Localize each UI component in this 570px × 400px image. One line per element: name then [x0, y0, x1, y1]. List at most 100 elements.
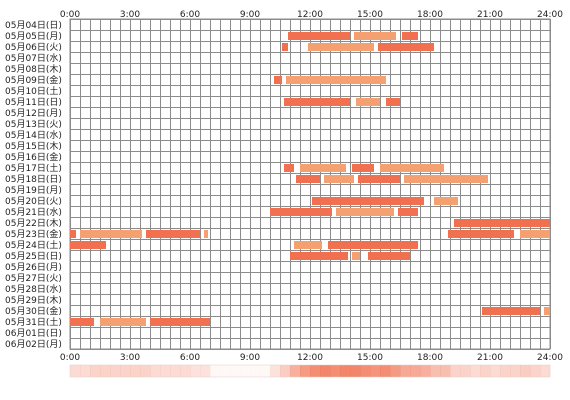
row-label: 05月09日(金)	[5, 74, 62, 86]
summary-cell	[430, 365, 441, 377]
row-label: 05月22日(木)	[5, 217, 62, 229]
summary-strip-border	[69, 364, 551, 378]
row-label: 05月24日(土)	[5, 239, 62, 251]
summary-cell	[530, 365, 541, 377]
row-label: 05月21日(水)	[5, 206, 62, 218]
summary-cell	[70, 365, 81, 377]
summary-cell	[280, 365, 291, 377]
row-label: 05月19日(月)	[5, 185, 62, 196]
row-label: 05月27日(火)	[5, 273, 62, 284]
summary-cell	[500, 365, 511, 377]
activity-segment	[520, 230, 550, 238]
row-label: 05月25日(日)	[5, 251, 62, 262]
activity-segment	[282, 43, 288, 51]
x-tick-label-bottom: 9:00	[240, 353, 260, 363]
activity-segment	[100, 318, 146, 326]
x-tick-label-top: 18:00	[417, 10, 443, 20]
activity-segment	[284, 164, 294, 172]
activity-segment	[70, 241, 106, 249]
summary-cell	[200, 365, 211, 377]
summary-cell	[460, 365, 471, 377]
activity-segment	[380, 164, 444, 172]
activity-segment	[358, 175, 400, 183]
summary-cell	[220, 365, 231, 377]
row-label: 05月15日(木)	[5, 140, 62, 152]
summary-cell	[160, 365, 171, 377]
row-label: 05月23日(金)	[5, 228, 62, 240]
row-label: 05月28日(水)	[5, 283, 62, 295]
activity-segment	[146, 230, 200, 238]
row-label: 05月30日(金)	[5, 305, 62, 317]
x-tick-label-bottom: 18:00	[417, 353, 443, 363]
x-tick-label-top: 9:00	[240, 10, 260, 20]
summary-cell	[80, 365, 91, 377]
summary-cell	[540, 365, 551, 377]
summary-cell	[360, 365, 371, 377]
row-label: 05月18日(日)	[5, 174, 62, 185]
x-tick-label-top: 6:00	[180, 10, 200, 20]
x-tick-label-bottom: 21:00	[477, 353, 503, 363]
x-tick-label-top: 15:00	[357, 10, 383, 20]
activity-segment	[336, 208, 394, 216]
activity-segments	[70, 32, 550, 326]
row-label: 05月11日(日)	[5, 97, 62, 108]
activity-segment	[70, 230, 76, 238]
activity-segment	[434, 197, 458, 205]
summary-cell	[320, 365, 331, 377]
summary-cell	[100, 365, 111, 377]
activity-segment	[352, 252, 360, 260]
activity-segment	[402, 32, 418, 40]
summary-cell	[190, 365, 201, 377]
summary-cell	[520, 365, 531, 377]
activity-segment	[290, 252, 348, 260]
row-label: 05月31日(土)	[5, 316, 62, 328]
summary-cell	[470, 365, 481, 377]
x-tick-label-bottom: 12:00	[297, 353, 323, 363]
grid	[69, 18, 551, 350]
summary-strip	[69, 364, 551, 378]
summary-cell	[350, 365, 361, 377]
activity-segment	[284, 98, 350, 106]
summary-cell	[230, 365, 241, 377]
activity-segment	[288, 32, 350, 40]
summary-cell	[290, 365, 301, 377]
row-label: 06月02日(月)	[5, 339, 62, 350]
activity-segment	[150, 318, 210, 326]
summary-cell	[480, 365, 491, 377]
summary-cell	[250, 365, 261, 377]
activity-segment	[286, 76, 386, 84]
activity-segment	[386, 98, 400, 106]
summary-cell	[140, 365, 151, 377]
row-label: 05月17日(土)	[5, 162, 62, 174]
x-tick-label-top: 0:00	[60, 10, 80, 20]
summary-cell	[210, 365, 221, 377]
row-label: 05月07日(水)	[5, 52, 62, 64]
summary-cell	[90, 365, 101, 377]
activity-segment	[398, 208, 418, 216]
x-tick-label-bottom: 0:00	[60, 353, 80, 363]
activity-segment	[482, 307, 540, 315]
summary-cell	[170, 365, 181, 377]
activity-segment	[70, 318, 94, 326]
summary-cell	[380, 365, 391, 377]
summary-cell	[130, 365, 141, 377]
row-label: 05月20日(火)	[5, 196, 62, 207]
activity-segment	[368, 252, 410, 260]
activity-segment	[308, 43, 374, 51]
x-tick-label-bottom: 24:00	[537, 353, 563, 363]
activity-segment	[378, 43, 434, 51]
row-label: 05月05日(月)	[5, 31, 62, 42]
x-tick-label-top: 21:00	[477, 10, 503, 20]
activity-segment	[270, 208, 332, 216]
activity-segment	[356, 98, 380, 106]
activity-segment	[296, 175, 320, 183]
activity-segment	[544, 307, 550, 315]
x-tick-label-bottom: 3:00	[120, 353, 140, 363]
x-tick-label-top: 24:00	[537, 10, 563, 20]
row-label: 05月29日(木)	[5, 294, 62, 306]
activity-segment	[80, 230, 142, 238]
activity-segment	[324, 175, 354, 183]
summary-cell	[370, 365, 381, 377]
row-label: 05月26日(月)	[5, 262, 62, 273]
